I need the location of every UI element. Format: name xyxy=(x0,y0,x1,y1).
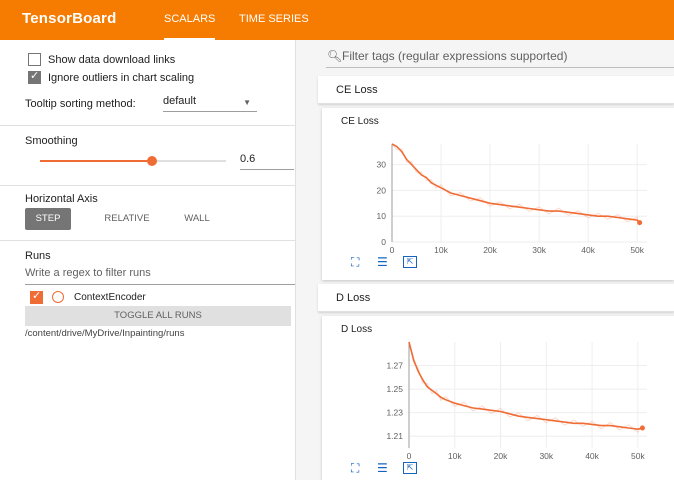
chart-title: CE Loss xyxy=(341,116,379,127)
x-tick-label: 0 xyxy=(407,451,412,461)
run-name: ContextEncoder xyxy=(74,292,146,303)
x-tick-label: 30k xyxy=(539,451,553,461)
show-download-label: Show data download links xyxy=(48,54,176,66)
y-tick-label: 30 xyxy=(377,160,387,170)
d-loss-chart: 1.21 1.23 1.25 1.27 0 10k 20k 30k 40k 50k xyxy=(386,341,647,461)
runs-label: Runs xyxy=(25,250,51,262)
tag-filter-placeholder: Filter tags (regular expressions support… xyxy=(342,49,568,63)
chart-card-ce-loss: CE Loss 0 10 20 30 0 10k 20k 30k 40k 50k ⛶ ☰ ⇱ xyxy=(322,108,674,280)
tag-filter-input[interactable]: Filter tags (regular expressions support… xyxy=(326,49,674,68)
chart-card-d-loss: D Loss 1.21 1.23 1.25 1.27 0 10k 20k 30k 40k 50k … xyxy=(322,316,674,480)
chart-title: D Loss xyxy=(341,324,373,335)
x-tick-label: 0 xyxy=(390,245,395,255)
main-panel: 🔍︎ Filter tags (regular expressions supp… xyxy=(296,40,674,480)
chart-toolbar: ⛶ ☰ ⇱ xyxy=(351,256,417,268)
x-tick-label: 40k xyxy=(585,451,599,461)
ce-loss-chart: 0 10 20 30 0 10k 20k 30k 40k 50k xyxy=(377,143,647,255)
smoothing-value-input[interactable]: 0.6 xyxy=(240,153,294,170)
series-end-point xyxy=(637,220,643,226)
x-tick-label: 40k xyxy=(581,245,595,255)
x-tick-label: 50k xyxy=(631,451,645,461)
horizontal-axis-section: Horizontal Axis xyxy=(0,186,296,241)
toggle-all-runs-button[interactable]: TOGGLE ALL RUNS xyxy=(25,306,291,326)
fit-domain-icon[interactable]: ⇱ xyxy=(403,462,417,474)
tooltip-sorting-select[interactable]: default ▼ xyxy=(163,95,257,112)
tab-time-series[interactable]: TIME SERIES xyxy=(239,13,309,25)
smoothing-slider[interactable] xyxy=(40,156,226,166)
haxis-wall-button[interactable]: WALL xyxy=(184,213,210,224)
haxis-step-button[interactable]: STEP xyxy=(25,208,71,230)
smoothing-slider-thumb[interactable] xyxy=(146,156,157,166)
runs-filter-input[interactable]: Write a regex to filter runs xyxy=(25,267,295,285)
tooltip-sorting-value: default xyxy=(163,95,197,107)
run-color-circle-icon[interactable] xyxy=(52,291,64,303)
y-tick-label: 1.25 xyxy=(386,384,403,394)
runs-filter-placeholder: Write a regex to filter runs xyxy=(25,267,151,279)
settings-section: Show data download links Ignore outliers… xyxy=(0,40,296,126)
group-header-d-loss[interactable]: D Loss xyxy=(318,284,674,312)
top-app-bar: TensorBoard SCALARS TIME SERIES xyxy=(0,0,674,40)
ignore-outliers-label: Ignore outliers in chart scaling xyxy=(48,72,195,84)
series-line xyxy=(408,341,643,431)
fullscreen-icon[interactable]: ⛶ xyxy=(351,255,360,269)
smoothing-section: Smoothing xyxy=(0,126,296,186)
smoothing-label: Smoothing xyxy=(25,135,78,147)
fit-domain-icon[interactable]: ⇱ xyxy=(403,256,417,268)
x-tick-label: 50k xyxy=(630,245,644,255)
smoothing-value: 0.6 xyxy=(240,153,256,165)
search-icon: 🔍︎ xyxy=(327,49,343,63)
x-tick-label: 10k xyxy=(448,451,462,461)
runs-path: /content/drive/MyDrive/Inpainting/runs xyxy=(25,328,185,339)
x-tick-label: 30k xyxy=(532,245,546,255)
ignore-outliers-checkbox[interactable] xyxy=(28,69,41,84)
group-title: CE Loss xyxy=(336,84,378,96)
y-tick-label: 0 xyxy=(381,237,386,247)
y-tick-label: 1.21 xyxy=(386,431,403,441)
y-tick-label: 20 xyxy=(377,185,387,195)
horizontal-axis-label: Horizontal Axis xyxy=(25,193,98,205)
toggle-log-scale-icon[interactable]: ☰ xyxy=(377,255,388,269)
run-checkbox[interactable] xyxy=(30,289,43,304)
y-tick-label: 1.23 xyxy=(386,408,403,418)
series-line xyxy=(391,143,641,224)
chevron-down-icon: ▼ xyxy=(243,98,251,107)
tooltip-sorting-label: Tooltip sorting method: xyxy=(25,98,136,110)
raw-series-line xyxy=(391,143,641,226)
smoothing-slider-fill xyxy=(40,160,152,162)
y-tick-label: 1.27 xyxy=(386,361,403,371)
fullscreen-icon[interactable]: ⛶ xyxy=(351,461,360,475)
sidebar: Show data download links Ignore outliers… xyxy=(0,40,296,480)
group-title: D Loss xyxy=(336,292,371,304)
raw-series-line xyxy=(408,341,643,434)
x-tick-label: 20k xyxy=(494,451,508,461)
series-end-point xyxy=(639,425,645,431)
group-header-ce-loss[interactable]: CE Loss xyxy=(318,76,674,104)
app-title: TensorBoard xyxy=(22,10,117,27)
tab-scalars[interactable]: SCALARS xyxy=(164,13,216,40)
show-download-checkbox[interactable] xyxy=(28,53,41,66)
chart-toolbar: ⛶ ☰ ⇱ xyxy=(351,462,417,474)
x-tick-label: 10k xyxy=(434,245,448,255)
y-tick-label: 10 xyxy=(377,211,387,221)
toggle-log-scale-icon[interactable]: ☰ xyxy=(377,461,388,475)
haxis-relative-button[interactable]: RELATIVE xyxy=(104,213,150,224)
x-tick-label: 20k xyxy=(483,245,497,255)
